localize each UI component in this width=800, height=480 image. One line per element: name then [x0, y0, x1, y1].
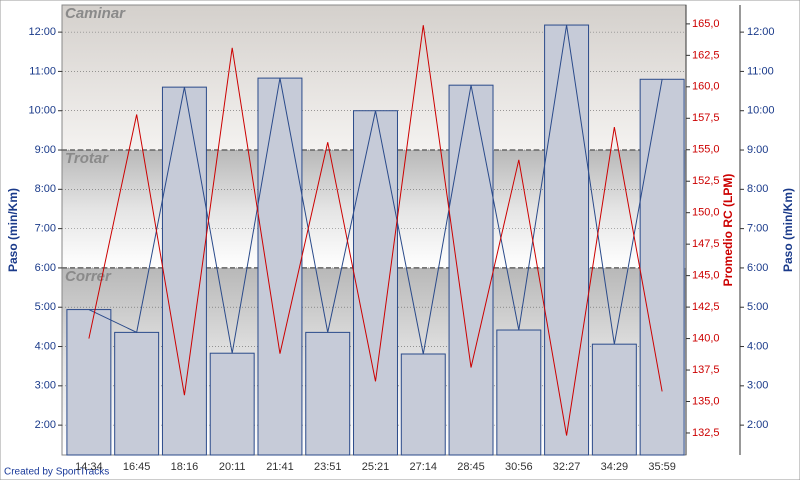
bar	[161, 86, 207, 456]
y3-tick-label: 11:00	[747, 65, 774, 77]
y-tick-label: 2:00	[35, 419, 56, 431]
bar	[496, 329, 542, 456]
x-tick-label: 32:27	[553, 461, 581, 473]
pace-line	[88, 24, 663, 355]
y3-tick-label: 12:00	[747, 26, 775, 38]
y3-tick-label: 5:00	[747, 301, 768, 313]
y3-tick-label: 9:00	[747, 144, 768, 156]
y-tick-label: 3:00	[35, 380, 56, 392]
y-tick-label: 7:00	[35, 223, 56, 235]
bar	[353, 110, 398, 456]
x-tick-label: 25:21	[362, 461, 390, 473]
x-tick-label: 28:45	[457, 461, 485, 473]
y2-tick-label: 140,0	[692, 332, 720, 344]
hr-line	[88, 25, 663, 436]
y-tick-label: 9:00	[35, 144, 56, 156]
y3-axis-title: Paso (min/Km)	[781, 188, 795, 272]
y2-tick-label: 135,0	[692, 395, 720, 407]
y2-tick-label: 147,5	[692, 238, 720, 250]
y3-tick-label: 8:00	[747, 183, 768, 195]
y2-tick-label: 155,0	[692, 144, 720, 156]
zone-label: Correr	[65, 268, 112, 285]
y2-tick-label: 145,0	[692, 270, 720, 282]
x-tick-label: 21:41	[266, 461, 294, 473]
y2-axis-title: Promedio RC (LPM)	[721, 174, 735, 287]
y-tick-label: 10:00	[28, 105, 56, 117]
y2-tick-label: 160,0	[692, 81, 720, 93]
bar	[66, 309, 112, 456]
y3-tick-label: 4:00	[747, 340, 768, 352]
y-tick-label: 11:00	[29, 65, 56, 77]
y3-tick-label: 3:00	[747, 380, 768, 392]
y2-tick-label: 150,0	[692, 207, 720, 219]
zone-label: Caminar	[65, 5, 126, 22]
bar	[639, 78, 685, 456]
y2-tick-label: 165,0	[692, 18, 720, 30]
x-tick-label: 30:56	[505, 461, 533, 473]
y-tick-label: 8:00	[35, 183, 56, 195]
x-tick-label: 23:51	[314, 461, 342, 473]
x-tick-label: 20:11	[219, 461, 246, 473]
y2-tick-label: 162,5	[692, 49, 720, 61]
y2-tick-label: 152,5	[692, 175, 720, 187]
bar	[209, 352, 255, 456]
y-tick-label: 5:00	[35, 301, 56, 313]
y-axis-title: Paso (min/Km)	[6, 188, 20, 272]
x-tick-label: 34:29	[601, 461, 629, 473]
y-tick-label: 6:00	[35, 262, 56, 274]
bar	[448, 84, 494, 456]
y-tick-label: 12:00	[28, 26, 56, 38]
y2-tick-label: 157,5	[692, 112, 720, 124]
y3-tick-label: 2:00	[747, 419, 768, 431]
bar	[114, 331, 160, 456]
y3-tick-label: 10:00	[747, 105, 775, 117]
y2-tick-label: 142,5	[692, 301, 720, 313]
bar	[257, 77, 303, 456]
zone-label: Trotar	[65, 150, 109, 167]
x-tick-label: 16:45	[123, 461, 151, 473]
bar	[305, 331, 351, 456]
x-tick-label: 14:34	[75, 461, 103, 473]
x-tick-label: 18:16	[171, 461, 199, 473]
y2-tick-label: 137,5	[692, 364, 720, 376]
bar	[544, 24, 590, 456]
bar	[591, 343, 637, 456]
x-tick-label: 35:59	[648, 461, 676, 473]
y3-tick-label: 6:00	[747, 262, 768, 274]
x-tick-label: 27:14	[410, 461, 438, 473]
y-tick-label: 4:00	[35, 340, 56, 352]
y2-tick-label: 132,5	[692, 427, 720, 439]
y3-tick-label: 7:00	[747, 223, 768, 235]
bar	[400, 353, 446, 456]
credit: Created by SportTracks	[4, 467, 109, 478]
